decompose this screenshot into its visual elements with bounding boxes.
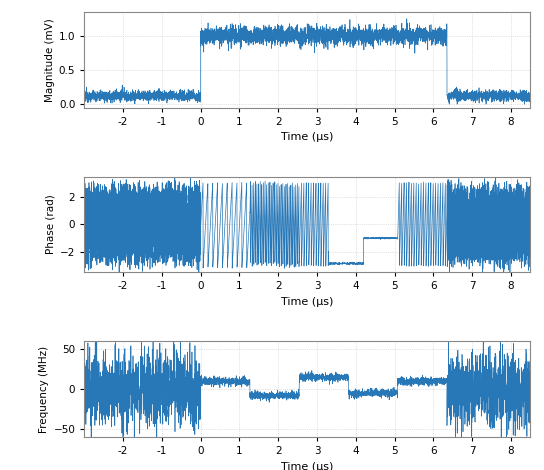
X-axis label: Time (μs): Time (μs): [281, 297, 333, 307]
X-axis label: Time (μs): Time (μs): [281, 132, 333, 142]
Y-axis label: Magnitude (mV): Magnitude (mV): [45, 18, 54, 102]
Y-axis label: Phase (rad): Phase (rad): [46, 195, 55, 254]
Y-axis label: Frequency (MHz): Frequency (MHz): [39, 345, 50, 433]
X-axis label: Time (μs): Time (μs): [281, 462, 333, 470]
